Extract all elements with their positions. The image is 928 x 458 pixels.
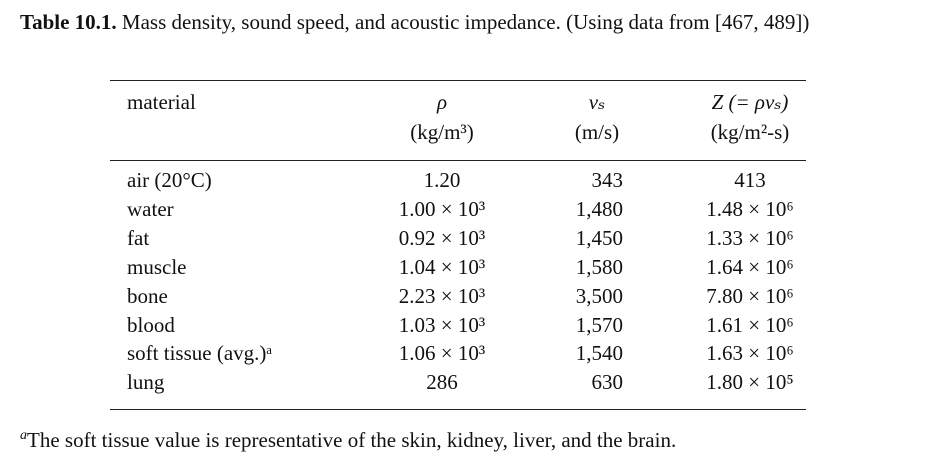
cell: 1,480: [575, 196, 623, 221]
footnote: aThe soft tissue value is representative…: [20, 424, 676, 452]
header-cell: Z (= ρvₛ): [711, 90, 789, 114]
cell: 1,540: [575, 341, 623, 366]
cell: fat: [127, 225, 150, 250]
caption-label: Table 10.1.: [20, 10, 117, 34]
cell: 1.20: [423, 168, 461, 192]
cell: 1,450: [575, 225, 623, 250]
caption-text: Mass density, sound speed, and acoustic …: [121, 10, 810, 34]
header-cell: (m/s): [574, 120, 620, 144]
cell: 7.80 × 10⁶: [706, 283, 794, 308]
cell: lung: [127, 370, 165, 395]
cell: 1.64 × 10⁶: [706, 254, 794, 279]
cell: 1.03 × 10³: [398, 312, 486, 337]
caption: Table 10.1. Mass density, sound speed, a…: [20, 8, 920, 36]
footnote-marker: a: [20, 428, 27, 443]
footnote-text: The soft tissue value is representative …: [27, 428, 677, 452]
header-cell: (kg/m²-s): [710, 120, 790, 144]
top-rule: [110, 80, 806, 81]
cell: 1.48 × 10⁶: [706, 196, 794, 221]
cell: 1.33 × 10⁶: [706, 225, 794, 250]
cell: 630: [591, 370, 624, 395]
cell: 1,580: [575, 254, 623, 279]
cell: 2.23 × 10³: [398, 283, 486, 308]
header-cell: vₛ: [588, 90, 606, 114]
cell: water: [127, 196, 174, 221]
cell: muscle: [127, 254, 187, 279]
mid-rule: [110, 160, 806, 161]
bottom-rule: [110, 409, 806, 410]
cell: 286: [426, 370, 458, 395]
cell: 3,500: [575, 283, 623, 308]
cell: bone: [127, 283, 168, 308]
cell: 1.61 × 10⁶: [706, 312, 794, 337]
header-cell: (kg/m³): [410, 120, 474, 144]
cell: 413: [734, 168, 766, 192]
cell: 0.92 × 10³: [398, 225, 486, 250]
cell: 1.80 × 10⁵: [706, 370, 794, 395]
header-cell: ρ: [436, 90, 448, 114]
cell: blood: [127, 312, 175, 337]
cell: air (20°C): [127, 168, 212, 192]
cell: 1.63 × 10⁶: [706, 341, 794, 366]
header-cell: material: [127, 90, 196, 114]
cell: 1,570: [575, 312, 623, 337]
cell: 343: [591, 168, 624, 192]
cell: 1.00 × 10³: [398, 196, 486, 221]
cell: 1.04 × 10³: [398, 254, 486, 279]
cell: soft tissue (avg.)ᵃ: [127, 341, 273, 366]
cell: 1.06 × 10³: [398, 341, 486, 366]
